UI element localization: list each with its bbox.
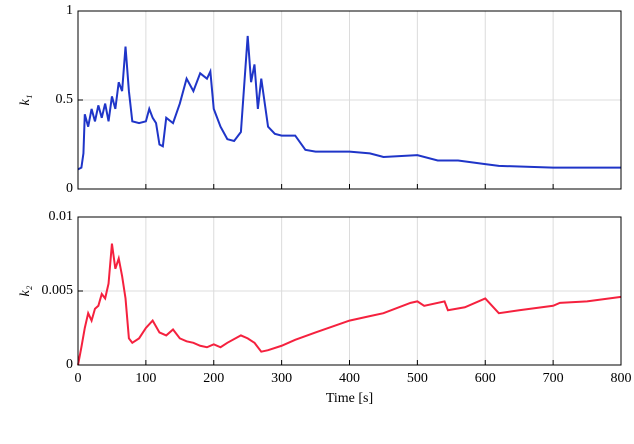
x-tick-label: 100: [135, 371, 156, 386]
y-tick-label: 0.005: [42, 283, 74, 298]
y-tick-label: 0.5: [56, 92, 74, 107]
plot-frame: [77, 10, 622, 190]
x-tick-label: 800: [611, 371, 632, 386]
plot-frame: [77, 216, 622, 366]
x-tick-label: 700: [543, 371, 564, 386]
data-line: [77, 243, 622, 366]
x-tick-label: 600: [475, 371, 496, 386]
x-tick-label: 200: [203, 371, 224, 386]
y-axis-label: k₁: [18, 94, 33, 105]
x-tick-label: 400: [339, 371, 360, 386]
y-tick-label: 0.01: [49, 209, 74, 224]
data-line: [77, 35, 621, 171]
y-axis-label: k₂: [18, 285, 33, 296]
y-tick-label: 0: [66, 357, 73, 372]
y-tick-label: 0: [66, 181, 73, 196]
x-tick-label: 500: [407, 371, 428, 386]
y-tick-label: 1: [66, 3, 73, 18]
x-axis-label: Time [s]: [326, 391, 373, 406]
x-tick-label: 300: [271, 371, 292, 386]
x-tick-label: 0: [75, 371, 82, 386]
